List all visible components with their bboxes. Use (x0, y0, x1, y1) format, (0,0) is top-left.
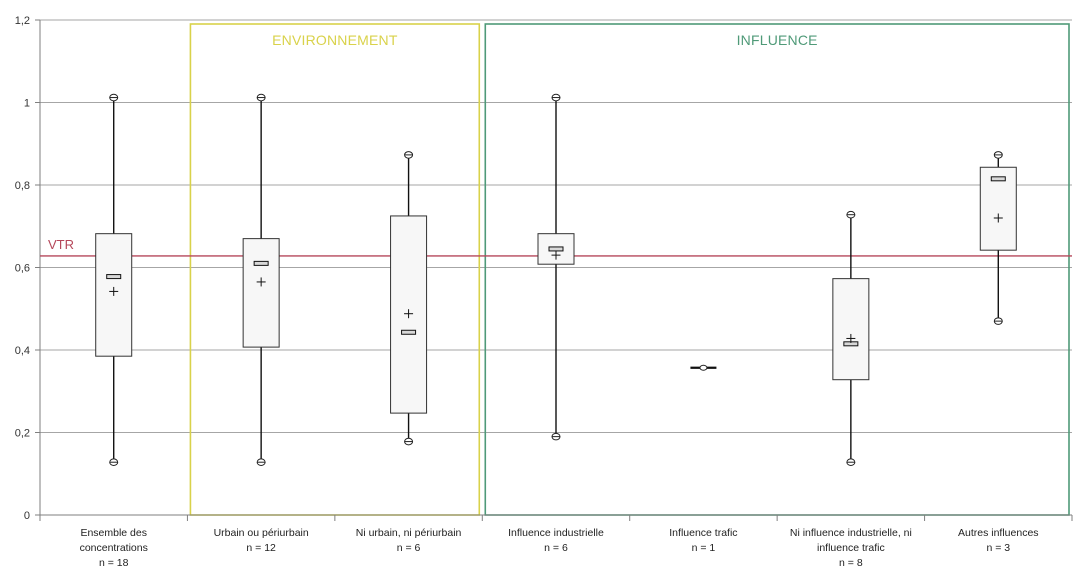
box-median (106, 274, 122, 280)
category-label: Autres influences (958, 527, 1039, 539)
box-median (253, 260, 269, 266)
y-tick-label: 0,4 (15, 345, 30, 357)
category-label: Ensemble des (80, 527, 147, 539)
box-median (990, 176, 1006, 182)
category-label: Influence trafic (669, 527, 737, 539)
group-label: ENVIRONNEMENT (272, 32, 398, 48)
y-tick-label: 1 (24, 98, 30, 110)
box-plot-item (390, 151, 428, 446)
box-plot-item (242, 93, 280, 467)
category-label: n = 18 (99, 557, 129, 569)
axes: 0 0,2 0,4 0,6 0,8 1 1,2 (15, 15, 1073, 522)
group-label: INFLUENCE (737, 32, 818, 48)
category-label: concentrations (80, 542, 148, 554)
boxes (95, 93, 1017, 467)
category-label: n = 1 (692, 542, 716, 554)
y-tick-label: 0,6 (15, 263, 30, 275)
y-tick-label: 0,2 (15, 428, 30, 440)
box-plot-item (95, 93, 133, 467)
box-median (548, 246, 564, 252)
group-frame (484, 23, 1070, 516)
box-plot-item (690, 364, 717, 371)
reference-line-label: VTR (48, 237, 74, 252)
y-tick-label: 0,8 (15, 180, 30, 192)
box-point (699, 364, 708, 371)
box-median (401, 329, 417, 335)
group-frames: ENVIRONNEMENT INFLUENCE (189, 23, 1070, 516)
category-label: n = 6 (544, 542, 568, 554)
box-iqr (832, 278, 870, 381)
category-label: n = 6 (397, 542, 421, 554)
category-labels: Ensemble des concentrations n = 18 Urbain o… (80, 527, 1039, 569)
category-label: n = 3 (986, 542, 1010, 554)
y-tick-label: 1,2 (15, 15, 30, 27)
y-tick-label: 0 (24, 510, 30, 522)
box-plot-item (832, 210, 870, 467)
category-label: n = 8 (839, 557, 863, 569)
category-label: Urbain ou périurbain (214, 527, 309, 539)
box-plot-item (537, 93, 575, 441)
category-label: Ni urbain, ni périurbain (356, 527, 462, 539)
box-iqr (242, 238, 280, 348)
category-label: n = 12 (246, 542, 276, 554)
category-label: Influence industrielle (508, 527, 604, 539)
category-label: Ni influence industrielle, ni (790, 527, 912, 539)
category-label: influence trafic (817, 542, 885, 554)
group-frame (189, 23, 481, 516)
box-plot-item (979, 151, 1017, 325)
